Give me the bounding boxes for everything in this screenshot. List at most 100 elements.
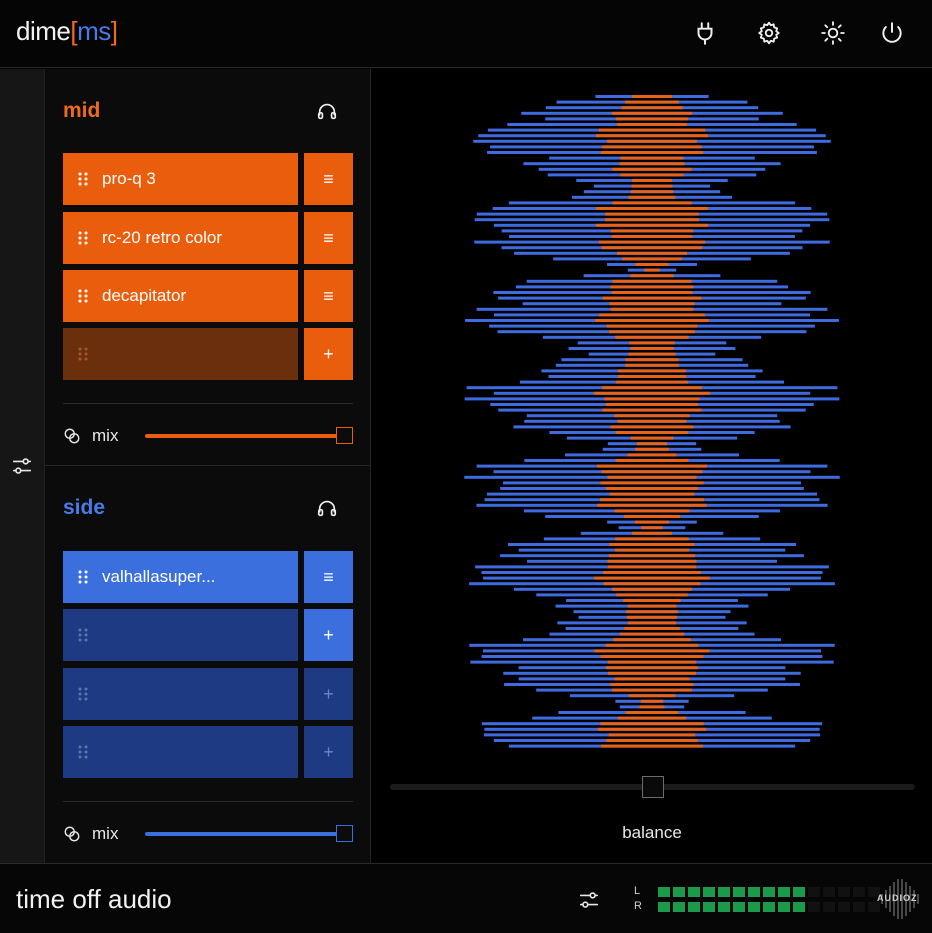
output-meter-right bbox=[658, 902, 880, 912]
side-slot-1-menu-button[interactable]: ≡ bbox=[304, 551, 353, 603]
mid-level-bar bbox=[598, 240, 706, 244]
mid-level-bar bbox=[631, 184, 673, 188]
mid-level-bar bbox=[594, 391, 710, 395]
mid-slot-2[interactable]: rc-20 retro color bbox=[63, 212, 298, 264]
mid-level-bar bbox=[611, 291, 693, 294]
drag-handle-icon[interactable] bbox=[77, 230, 89, 246]
mid-level-bar bbox=[614, 414, 690, 418]
mid-level-bar bbox=[603, 582, 701, 586]
mid-slot-2-name: rc-20 retro color bbox=[102, 228, 222, 247]
mid-level-bar bbox=[636, 442, 668, 446]
mid-level-bar bbox=[602, 296, 702, 300]
add-icon: + bbox=[323, 625, 334, 645]
mid-level-bar bbox=[595, 134, 709, 138]
mid-slot-3-menu-button[interactable]: ≡ bbox=[304, 270, 353, 322]
mid-level-bar bbox=[597, 727, 707, 731]
drag-handle-icon[interactable] bbox=[77, 569, 89, 585]
meter-segment bbox=[778, 887, 790, 897]
mid-slot-2-menu-button[interactable]: ≡ bbox=[304, 212, 353, 264]
side-slot-2-empty[interactable] bbox=[63, 609, 298, 661]
mid-level-bar bbox=[615, 380, 689, 384]
mid-level-bar bbox=[628, 352, 676, 356]
meter-segment bbox=[688, 887, 700, 897]
mid-level-bar bbox=[615, 537, 689, 541]
mid-level-bar bbox=[634, 520, 670, 524]
menu-icon: ≡ bbox=[323, 228, 334, 248]
mid-level-bar bbox=[609, 492, 695, 496]
drag-handle-icon[interactable] bbox=[77, 288, 89, 304]
mid-level-bar bbox=[607, 475, 697, 479]
mid-level-bar bbox=[627, 604, 677, 608]
meter-segment bbox=[658, 902, 670, 912]
mid-slot-3-name: decapitator bbox=[102, 286, 187, 305]
mid-slot-1[interactable]: pro-q 3 bbox=[63, 153, 298, 205]
audioz-watermark-logo bbox=[881, 879, 919, 919]
mid-level-bar bbox=[595, 223, 709, 227]
meter-segment bbox=[703, 887, 715, 897]
mid-level-bar bbox=[615, 335, 689, 339]
drag-handle-icon[interactable] bbox=[77, 627, 89, 643]
mid-level-bar bbox=[618, 375, 686, 378]
drag-handle-icon[interactable] bbox=[77, 171, 89, 187]
side-solo-headphones-icon[interactable] bbox=[316, 497, 338, 519]
app-header: dime[ms] bbox=[0, 0, 932, 68]
gear-icon[interactable] bbox=[756, 20, 782, 46]
mid-level-bar bbox=[619, 632, 685, 636]
side-slot-1[interactable]: valhallasuper... bbox=[63, 551, 298, 603]
meter-segment bbox=[868, 902, 880, 912]
mid-slot-1-menu-button[interactable]: ≡ bbox=[304, 153, 353, 205]
mid-divider bbox=[63, 403, 353, 404]
mid-level-bar bbox=[608, 733, 696, 737]
mid-solo-headphones-icon[interactable] bbox=[316, 100, 338, 122]
mid-level-bar bbox=[602, 408, 702, 412]
mid-slot-4-add-button[interactable]: + bbox=[304, 328, 353, 380]
mid-level-bar bbox=[610, 683, 694, 686]
side-slot-1-name: valhallasuper... bbox=[102, 567, 216, 586]
mid-level-bar bbox=[612, 201, 692, 205]
mid-level-bar bbox=[622, 257, 682, 261]
mid-level-bar bbox=[596, 207, 708, 210]
side-mix-slider[interactable] bbox=[145, 832, 345, 836]
drag-handle-icon[interactable] bbox=[77, 686, 89, 702]
brand-name: time off audio bbox=[16, 884, 172, 914]
mid-level-bar bbox=[607, 660, 697, 664]
meter-segment bbox=[733, 887, 745, 897]
side-slot-4-empty[interactable] bbox=[63, 726, 298, 778]
sliders-icon[interactable] bbox=[11, 455, 33, 477]
stereo-visualizer: balance bbox=[372, 69, 932, 863]
mid-level-bar bbox=[623, 599, 681, 602]
mid-level-bar bbox=[597, 464, 707, 468]
mid-slot-4-empty[interactable] bbox=[63, 328, 298, 380]
mid-level-bar bbox=[626, 615, 678, 619]
mid-level-bar bbox=[611, 688, 693, 692]
mid-level-bar bbox=[609, 330, 695, 334]
side-slot-2-add-button[interactable]: + bbox=[304, 609, 353, 661]
mid-level-bar bbox=[627, 621, 677, 625]
mid-level-bar bbox=[614, 548, 690, 552]
meter-right-label: R bbox=[634, 900, 642, 912]
mid-level-bar bbox=[598, 128, 706, 132]
plugin-plug-icon[interactable] bbox=[692, 20, 718, 46]
balance-slider-thumb[interactable] bbox=[641, 776, 664, 798]
drag-handle-icon[interactable] bbox=[77, 346, 89, 362]
side-slot-3-empty[interactable] bbox=[63, 668, 298, 720]
meter-segment bbox=[853, 902, 865, 912]
power-icon[interactable] bbox=[879, 20, 905, 46]
side-mix-slider-thumb[interactable] bbox=[336, 825, 353, 842]
meter-segment bbox=[718, 887, 730, 897]
meter-segment bbox=[778, 902, 790, 912]
mid-level-bar bbox=[614, 677, 690, 681]
side-slot-4-add-button[interactable]: + bbox=[304, 726, 353, 778]
sliders-icon[interactable] bbox=[578, 889, 600, 911]
app-footer: time off audio L R AUDIOZ bbox=[0, 863, 932, 933]
meter-segment bbox=[748, 887, 760, 897]
mid-mix-slider[interactable] bbox=[145, 434, 345, 438]
menu-icon: ≡ bbox=[323, 169, 334, 189]
mid-mix-slider-thumb[interactable] bbox=[336, 427, 353, 444]
brightness-sun-icon[interactable] bbox=[820, 20, 846, 46]
mid-slot-3[interactable]: decapitator bbox=[63, 270, 298, 322]
side-slot-3-add-button[interactable]: + bbox=[304, 668, 353, 720]
meter-segment bbox=[808, 887, 820, 897]
drag-handle-icon[interactable] bbox=[77, 744, 89, 760]
mid-level-bar bbox=[599, 313, 705, 317]
